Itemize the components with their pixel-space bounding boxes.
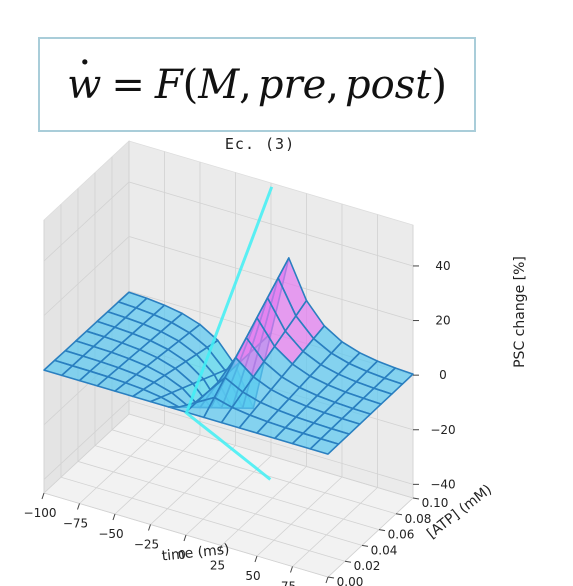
y-tick-mark xyxy=(395,513,403,516)
x-tick-mark xyxy=(77,503,80,510)
y-tick-mark xyxy=(378,529,386,532)
close-paren: ) xyxy=(431,61,447,108)
x-tick-mark xyxy=(112,513,116,521)
y-gridline xyxy=(60,204,346,562)
x-tick-mark xyxy=(41,492,45,500)
y-gridline xyxy=(77,188,363,546)
surface-rim-negative xyxy=(184,410,272,481)
surface-rim-positive xyxy=(185,186,274,413)
x-tick-label: 0 xyxy=(178,548,186,562)
w-dot-symbol: w xyxy=(67,62,101,108)
x-tick-label: 75 xyxy=(281,580,296,586)
y-tick-label: 0.02 xyxy=(354,559,381,573)
y-tick-mark xyxy=(327,576,335,579)
y-tick-label: 0.06 xyxy=(388,528,415,542)
x-tick-mark xyxy=(254,555,258,563)
z-tick-label: −20 xyxy=(430,423,455,437)
x-tick-label: 25 xyxy=(210,559,225,573)
z-tick-label: 0 xyxy=(439,368,447,382)
surface-patch xyxy=(309,437,340,455)
y-gridline xyxy=(128,141,414,499)
x-tick-mark xyxy=(325,576,329,584)
y-tick-mark xyxy=(344,560,352,563)
y-tick-mark xyxy=(361,544,369,547)
x-tick-mark xyxy=(290,566,293,573)
comma-1: , xyxy=(239,61,252,108)
equals-sign: = xyxy=(111,61,145,108)
z-gridline xyxy=(43,399,414,485)
x-tick-label: −100 xyxy=(24,506,57,520)
surface-mesh xyxy=(43,186,414,481)
z-gridline xyxy=(43,236,414,321)
x-tick-label: −50 xyxy=(98,527,123,541)
z-axis-label: PSC change [%] xyxy=(512,256,528,368)
arg-post: post xyxy=(345,61,432,108)
y-gridline xyxy=(111,156,397,515)
y-tick-label: 0.04 xyxy=(371,543,398,557)
x-tick-label: −75 xyxy=(63,517,88,531)
x-tick-label: −25 xyxy=(134,538,159,552)
z-tick-label: 40 xyxy=(435,259,450,273)
y-gridline xyxy=(94,172,380,530)
y-tick-label: 0.08 xyxy=(405,512,432,526)
z-tick-label: −40 xyxy=(430,477,455,491)
open-paren: ( xyxy=(182,61,199,108)
x-tick-mark xyxy=(183,534,187,542)
arg-pre: pre xyxy=(257,61,327,108)
arg-M: M xyxy=(198,61,240,108)
x-tick-mark xyxy=(219,545,222,552)
z-gridline xyxy=(43,181,414,267)
y-tick-mark xyxy=(412,497,420,500)
x-tick-mark xyxy=(148,524,151,531)
x-tick-label: 50 xyxy=(245,569,260,583)
x-axis-label: time (ms) xyxy=(161,542,230,565)
equation-caption: Ec. (3) xyxy=(224,135,296,153)
y-tick-label: 0.00 xyxy=(337,575,364,586)
equation-box: w = F ( M , pre , post ) xyxy=(38,37,476,132)
comma-2: , xyxy=(326,61,340,108)
axis-ticks: −100−75−50−2502550751000.000.020.040.060… xyxy=(24,259,456,586)
function-F: F xyxy=(154,61,183,108)
y-tick-label: 0.10 xyxy=(422,496,449,510)
z-tick-label: 20 xyxy=(435,314,450,328)
